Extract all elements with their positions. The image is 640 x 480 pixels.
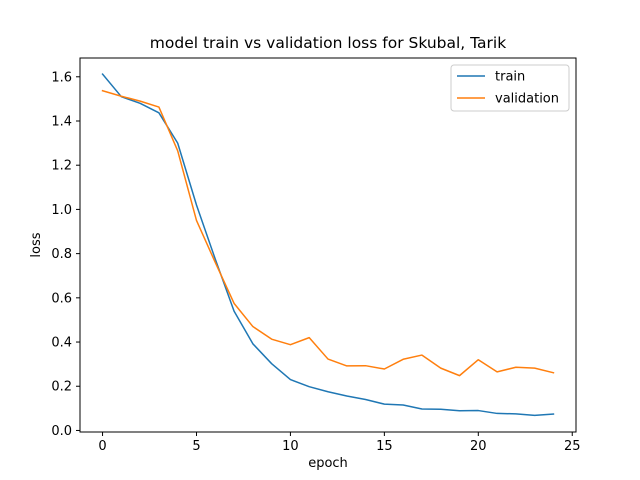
- y-tick-label: 1.2: [51, 159, 72, 174]
- plot-frame: [79, 57, 577, 433]
- x-tick-label: 0: [98, 439, 106, 454]
- y-tick-label: 0.4: [51, 336, 72, 351]
- y-axis-title: loss: [29, 232, 44, 257]
- y-tick-label: 1.6: [51, 70, 72, 85]
- legend-label-validation: validation: [495, 92, 559, 107]
- x-tick-label: 15: [376, 439, 393, 454]
- x-tick-label: 10: [282, 439, 299, 454]
- y-tick-label: 0.6: [51, 291, 72, 306]
- x-tick-label: 25: [564, 439, 581, 454]
- y-tick-label: 0.2: [51, 380, 72, 395]
- series-line-train: [101, 73, 555, 417]
- x-axis-title: epoch: [308, 456, 348, 471]
- y-tick-label: 0.8: [51, 247, 72, 262]
- y-tick-label: 0.0: [51, 424, 72, 439]
- x-tick-label: 5: [192, 439, 200, 454]
- legend-label-train: train: [495, 70, 525, 85]
- series-line-validation: [101, 89, 555, 377]
- x-tick-label: 20: [470, 439, 487, 454]
- plot-area: 0 5 10 15 20 25 0.0 0.2 0.4 0.6 0.8 1.0 1.2 1.4 1.6: [51, 57, 581, 454]
- chart-title: model train vs validation loss for Skuba…: [150, 34, 506, 52]
- legend: train validation: [450, 64, 570, 112]
- y-tick-label: 1.4: [51, 114, 72, 129]
- y-tick-label: 1.0: [51, 203, 72, 218]
